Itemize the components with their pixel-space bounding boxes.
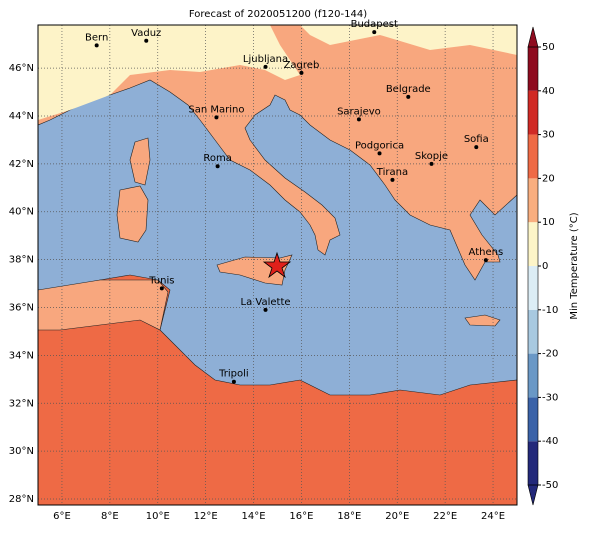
colorbar-bin <box>528 266 538 310</box>
city-dot <box>390 177 395 182</box>
colorbar-extend-top <box>527 26 539 48</box>
map: Bern VaduzBudapestLjubljanaZagrebBelgrade… <box>37 19 518 506</box>
city-dot <box>372 30 377 35</box>
city-label: Podgorica <box>355 140 404 151</box>
city-dot <box>144 38 149 43</box>
city-dot <box>429 161 434 166</box>
graticule <box>38 25 517 505</box>
y-tick-label: 46°N <box>9 63 34 74</box>
colorbar-label: Min Temperature (°C) <box>569 212 580 319</box>
city-label: Tirana <box>376 167 408 178</box>
x-tick-label: 16°E <box>289 511 313 522</box>
city-label: Athens <box>469 247 504 258</box>
city-dot <box>263 64 268 69</box>
map-frame <box>37 24 518 506</box>
corsica <box>129 137 151 186</box>
colorbar-tick-label: 0 <box>542 261 548 272</box>
x-tick-label: 24°E <box>481 511 505 522</box>
city-dot <box>356 117 361 122</box>
city-dot <box>159 286 164 291</box>
event-star <box>262 251 292 279</box>
city-dot <box>377 151 382 156</box>
colorbar-bin <box>528 90 538 135</box>
city-label: Vaduz <box>131 28 161 39</box>
colorbar-tick-label: -40 <box>542 436 558 447</box>
alps-cold <box>38 25 300 120</box>
city-dot <box>483 258 488 263</box>
city-label: Ljubljana <box>243 54 288 65</box>
city-dot <box>474 145 479 150</box>
city-label: Tunis <box>148 275 174 286</box>
north-cold <box>300 25 517 55</box>
y-tick-label: 28°N <box>9 494 34 505</box>
colorbar-bin <box>528 178 538 223</box>
city-label: Belgrade <box>386 84 431 95</box>
x-tick-label: 10°E <box>146 511 170 522</box>
y-tick-label: 44°N <box>9 111 34 122</box>
colorbar-bin <box>528 47 538 91</box>
colorbar-extend-bottom <box>527 484 539 506</box>
city-dot <box>94 43 99 48</box>
city-label: Skopje <box>415 151 448 162</box>
y-tick-label: 36°N <box>9 302 34 313</box>
colorbar-bin <box>528 309 538 354</box>
north-africa <box>37 274 518 506</box>
city-dot <box>215 164 220 169</box>
city-dot <box>299 70 304 75</box>
title: Forecast of 2020051200 (f120-144) <box>189 9 367 20</box>
x-tick-label: 12°E <box>194 511 218 522</box>
x-tick-label: 20°E <box>385 511 409 522</box>
city-dot <box>231 379 236 384</box>
city-dot <box>406 94 411 99</box>
x-tick-label: 6°E <box>53 511 71 522</box>
colorbar-tick-label: -30 <box>542 392 558 403</box>
colorbar-tick-label: -20 <box>542 349 558 360</box>
colorbar-tick-label: 50 <box>542 42 555 53</box>
city-label: Tripoli <box>218 369 249 380</box>
city-label: Sarajevo <box>337 106 381 117</box>
colorbar: -50 -40 -30 -20 -10 0 10 20 30 40 50 <box>527 26 558 506</box>
colorbar-bin <box>528 353 538 398</box>
colorbar-tick-label: 40 <box>542 86 555 97</box>
colorbar-tick-label: 30 <box>542 130 555 141</box>
city-label: Roma <box>203 153 232 164</box>
colorbar-tick-label: -50 <box>542 480 558 491</box>
x-tick-label: 8°E <box>101 511 119 522</box>
y-tick-label: 34°N <box>9 350 34 361</box>
x-tick-label: 18°E <box>337 511 361 522</box>
colorbar-bin <box>528 222 538 266</box>
colorbar-bin <box>528 134 538 179</box>
coastal-africa <box>37 279 169 331</box>
colorbar-bin <box>528 397 538 442</box>
y-tick-label: 30°N <box>9 446 34 457</box>
x-tick-label: 22°E <box>433 511 457 522</box>
city-label: La Valette <box>241 297 291 308</box>
y-tick-label: 32°N <box>9 398 34 409</box>
y-tick-label: 38°N <box>9 255 34 266</box>
colorbar-bin <box>528 441 538 485</box>
city-label: San Marino <box>188 104 244 115</box>
city-label: Zagreb <box>284 60 320 71</box>
colorbar-tick-label: 20 <box>542 173 555 184</box>
city-dot <box>263 307 268 312</box>
city-label: Sofia <box>464 134 489 145</box>
colorbar-tick-label: 10 <box>542 217 555 228</box>
crete <box>464 314 501 327</box>
y-tick-label: 42°N <box>9 159 34 170</box>
sardinia <box>116 185 149 243</box>
city-label: Bern <box>85 32 108 43</box>
city-dot <box>214 115 219 120</box>
colorbar-tick-label: -10 <box>542 305 558 316</box>
y-tick-label: 40°N <box>9 207 34 218</box>
x-tick-label: 14°E <box>242 511 266 522</box>
